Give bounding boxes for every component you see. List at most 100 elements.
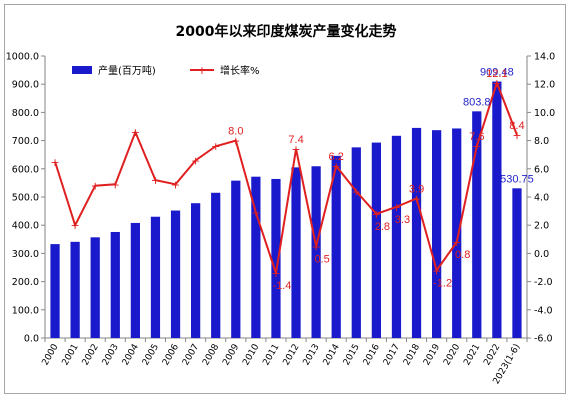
x-tick-label: 2010 bbox=[241, 342, 261, 367]
line-point-marker: + bbox=[271, 267, 280, 280]
x-tick-label: 2007 bbox=[181, 343, 201, 368]
x-tick-label: 2002 bbox=[81, 343, 101, 368]
bar bbox=[391, 135, 402, 338]
x-tick-label: 2022 bbox=[482, 343, 502, 368]
y-left-tick-label: 200.0 bbox=[12, 277, 39, 288]
line-point-marker: + bbox=[352, 185, 361, 198]
bar-series bbox=[50, 81, 522, 338]
line-value-label: 8.4 bbox=[509, 120, 524, 132]
x-tick-label: 2019 bbox=[422, 342, 442, 367]
bar-value-label: 909.48 bbox=[480, 67, 514, 79]
line-point-marker: + bbox=[71, 219, 80, 232]
legend-bar-label: 产量(百万吨) bbox=[98, 64, 156, 77]
line-value-label: 3.3 bbox=[395, 214, 410, 226]
y-left-tick-label: 900.0 bbox=[12, 80, 39, 91]
legend: 产量(百万吨) + 增长率% bbox=[72, 64, 260, 77]
line-point-marker: + bbox=[111, 178, 120, 191]
x-tick-label: 2012 bbox=[282, 343, 302, 368]
x-tick-label: 2008 bbox=[201, 342, 221, 367]
line-point-marker: + bbox=[392, 201, 401, 214]
x-tick-label: 2020 bbox=[442, 342, 462, 367]
y-right-tick-label: -4.0 bbox=[534, 305, 553, 316]
line-point-marker: + bbox=[312, 240, 321, 253]
x-tick-label: 2015 bbox=[342, 343, 362, 368]
y-right-tick-label: 0.0 bbox=[534, 249, 549, 260]
x-tick-label: 2013 bbox=[302, 343, 322, 368]
y-right-tick-label: 8.0 bbox=[534, 136, 549, 147]
line-point-marker: + bbox=[151, 174, 160, 187]
y-left-tick-label: 800.0 bbox=[12, 108, 39, 119]
line-point-marker: + bbox=[231, 135, 240, 148]
x-tick-label: 2004 bbox=[121, 342, 141, 367]
bar bbox=[90, 237, 100, 338]
line-value-label: 7.4 bbox=[288, 134, 303, 146]
growth-line bbox=[54, 79, 518, 274]
line-value-label: 6.2 bbox=[329, 151, 344, 163]
legend-bar-swatch bbox=[72, 66, 92, 74]
line-point-marker: + bbox=[131, 126, 140, 139]
y-left-tick-label: 100.0 bbox=[12, 305, 39, 316]
y-right-tick-label: 14.0 bbox=[534, 52, 555, 63]
y-left-tick-label: 400.0 bbox=[12, 221, 39, 232]
y-left-tick-label: 500.0 bbox=[12, 193, 39, 204]
bar bbox=[291, 167, 301, 338]
x-tick-label: 2009 bbox=[221, 342, 241, 367]
line-point-marker: + bbox=[412, 192, 421, 205]
bar bbox=[271, 178, 281, 338]
line-value-label: 7.6 bbox=[469, 131, 484, 143]
line-point-marker: + bbox=[171, 178, 180, 191]
x-tick-label: 2016 bbox=[362, 342, 382, 367]
bar bbox=[110, 231, 120, 338]
bar bbox=[130, 222, 140, 338]
bar bbox=[311, 166, 321, 338]
x-tick-label: 2001 bbox=[61, 343, 81, 368]
bar bbox=[70, 241, 80, 338]
legend-line-marker: + bbox=[197, 64, 206, 77]
bar bbox=[251, 176, 261, 338]
line-point-marker: + bbox=[512, 129, 521, 142]
x-tick-label: 2000 bbox=[41, 342, 61, 367]
x-tick-label: 2021 bbox=[462, 343, 482, 368]
x-tick-label: 2017 bbox=[382, 343, 402, 368]
bar-value-label: 530.75 bbox=[500, 173, 534, 185]
line-point-marker: + bbox=[211, 140, 220, 153]
x-tick-label: 2014 bbox=[322, 342, 342, 367]
bar bbox=[150, 216, 161, 338]
line-point-marker: + bbox=[452, 236, 461, 249]
line-point-marker: + bbox=[50, 156, 59, 169]
y-right-tick-label: 4.0 bbox=[534, 193, 549, 204]
bar bbox=[512, 188, 522, 338]
line-value-label: 8.0 bbox=[228, 126, 243, 138]
bar bbox=[50, 244, 60, 338]
y-right-tick-label: 12.0 bbox=[534, 80, 555, 91]
y-right-tick-label: 10.0 bbox=[534, 108, 555, 119]
line-point-marker: + bbox=[492, 77, 501, 90]
bar bbox=[211, 192, 221, 338]
x-tick-label: 2003 bbox=[101, 343, 121, 368]
bar bbox=[492, 81, 502, 338]
bar bbox=[472, 111, 482, 338]
y-left-tick-label: 1000.0 bbox=[6, 52, 39, 63]
bar bbox=[411, 127, 422, 338]
line-point-marker: + bbox=[372, 208, 381, 221]
x-tick-label: 2018 bbox=[402, 342, 422, 367]
data-labels: 803.8 909.48 530.75 8.0 -1.4 7.4 0.5 6.2 2.8 3.3 3… bbox=[228, 67, 534, 293]
line-value-label: 0.5 bbox=[314, 253, 329, 265]
x-tick-label: 2011 bbox=[261, 343, 281, 368]
y-right-tick-label: 6.0 bbox=[534, 164, 549, 175]
line-value-label: -1.2 bbox=[433, 277, 452, 289]
line-point-marker: + bbox=[91, 180, 100, 193]
line-point-marker: + bbox=[291, 143, 300, 156]
y-right-tick-label: -2.0 bbox=[534, 277, 553, 288]
legend-line-label: 增长率% bbox=[220, 64, 260, 77]
bar bbox=[231, 180, 241, 338]
line-point-marker: + bbox=[191, 154, 200, 167]
line-value-label: 12.1 bbox=[486, 68, 507, 80]
line-point-marker: + bbox=[472, 140, 481, 153]
bar bbox=[191, 203, 201, 338]
line-value-label: 2.8 bbox=[375, 221, 390, 233]
bar bbox=[452, 128, 462, 338]
y-right-tick-label: 2.0 bbox=[534, 221, 549, 232]
chart-title: 2000年以来印度煤炭产量变化走势 bbox=[176, 23, 397, 40]
